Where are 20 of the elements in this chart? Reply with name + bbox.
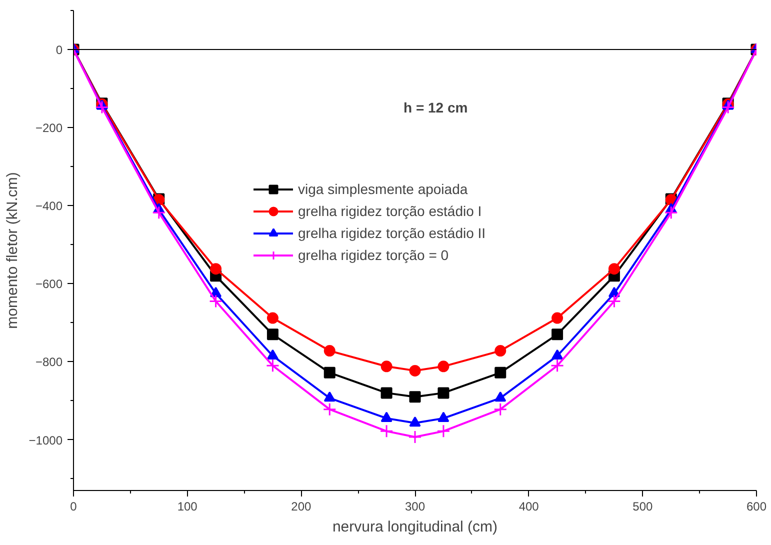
- x-tick-label: 0: [70, 500, 78, 514]
- legend-label: grelha rigidez torção estádio II: [298, 225, 486, 241]
- x-tick-label: 400: [518, 500, 540, 514]
- y-tick-label: −400: [35, 199, 63, 214]
- x-axis-title: nervura longitudinal (cm): [332, 518, 498, 536]
- legend-label: grelha rigidez torção estádio I: [298, 203, 482, 219]
- legend-label: viga simplesmente apoiada: [298, 181, 468, 197]
- x-tick-label: 100: [177, 500, 198, 514]
- x-tick-label: 300: [404, 500, 426, 514]
- x-tick-label: 600: [746, 500, 767, 514]
- legend-label: grelha rigidez torção = 0: [298, 247, 449, 263]
- y-tick-label: −200: [35, 121, 63, 136]
- x-tick-label: 500: [632, 500, 654, 514]
- y-tick-label: −1000: [28, 433, 63, 448]
- y-axis-title: momento fletor (kN.cm): [4, 172, 21, 329]
- x-tick-label: 200: [291, 500, 312, 514]
- annotation: h = 12 cm: [404, 100, 468, 116]
- y-tick-label: −800: [35, 355, 63, 370]
- y-tick-label: −600: [35, 277, 63, 292]
- y-tick-label: 0: [56, 43, 63, 58]
